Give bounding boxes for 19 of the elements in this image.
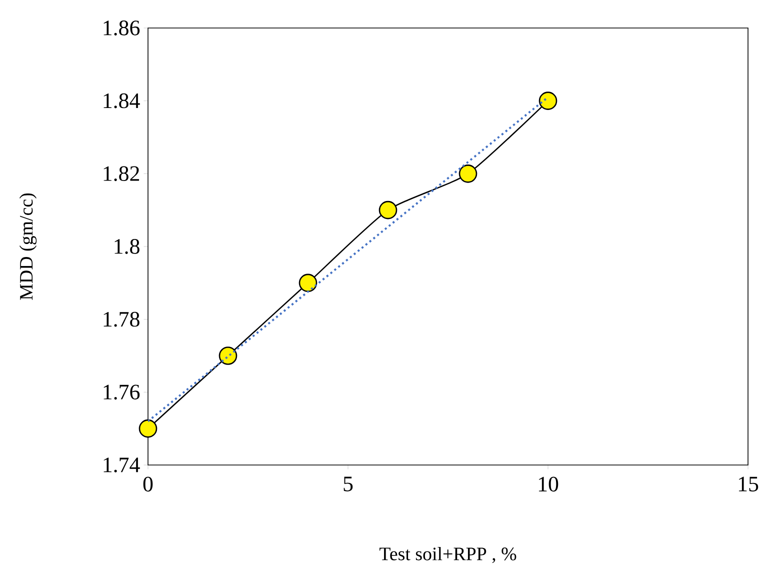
point bbox=[298, 274, 318, 292]
y-tick-label: 1.82 bbox=[104, 166, 140, 182]
y-axis-title: MDD (gm/cc) bbox=[19, 193, 37, 300]
x-axis-title: Test soil+RPP , % bbox=[380, 547, 516, 564]
y-tick-label: 1.74 bbox=[104, 458, 140, 472]
x-tick-label: 0 bbox=[143, 476, 153, 492]
point bbox=[538, 92, 558, 110]
point bbox=[458, 164, 478, 183]
y-tick-label: 1.8 bbox=[114, 239, 140, 254]
point bbox=[378, 200, 398, 220]
point bbox=[138, 419, 158, 438]
y-tick-label: 1.84 bbox=[104, 93, 140, 108]
x-tick-label: 5 bbox=[344, 476, 353, 492]
y-tick-label: 1.78 bbox=[104, 312, 140, 327]
x-tick-label: 15 bbox=[738, 476, 758, 492]
point bbox=[218, 346, 238, 365]
y-tick-label: 1.86 bbox=[104, 20, 140, 36]
y-tick-label: 1.76 bbox=[104, 384, 140, 400]
x-tick-label: 10 bbox=[538, 476, 558, 492]
